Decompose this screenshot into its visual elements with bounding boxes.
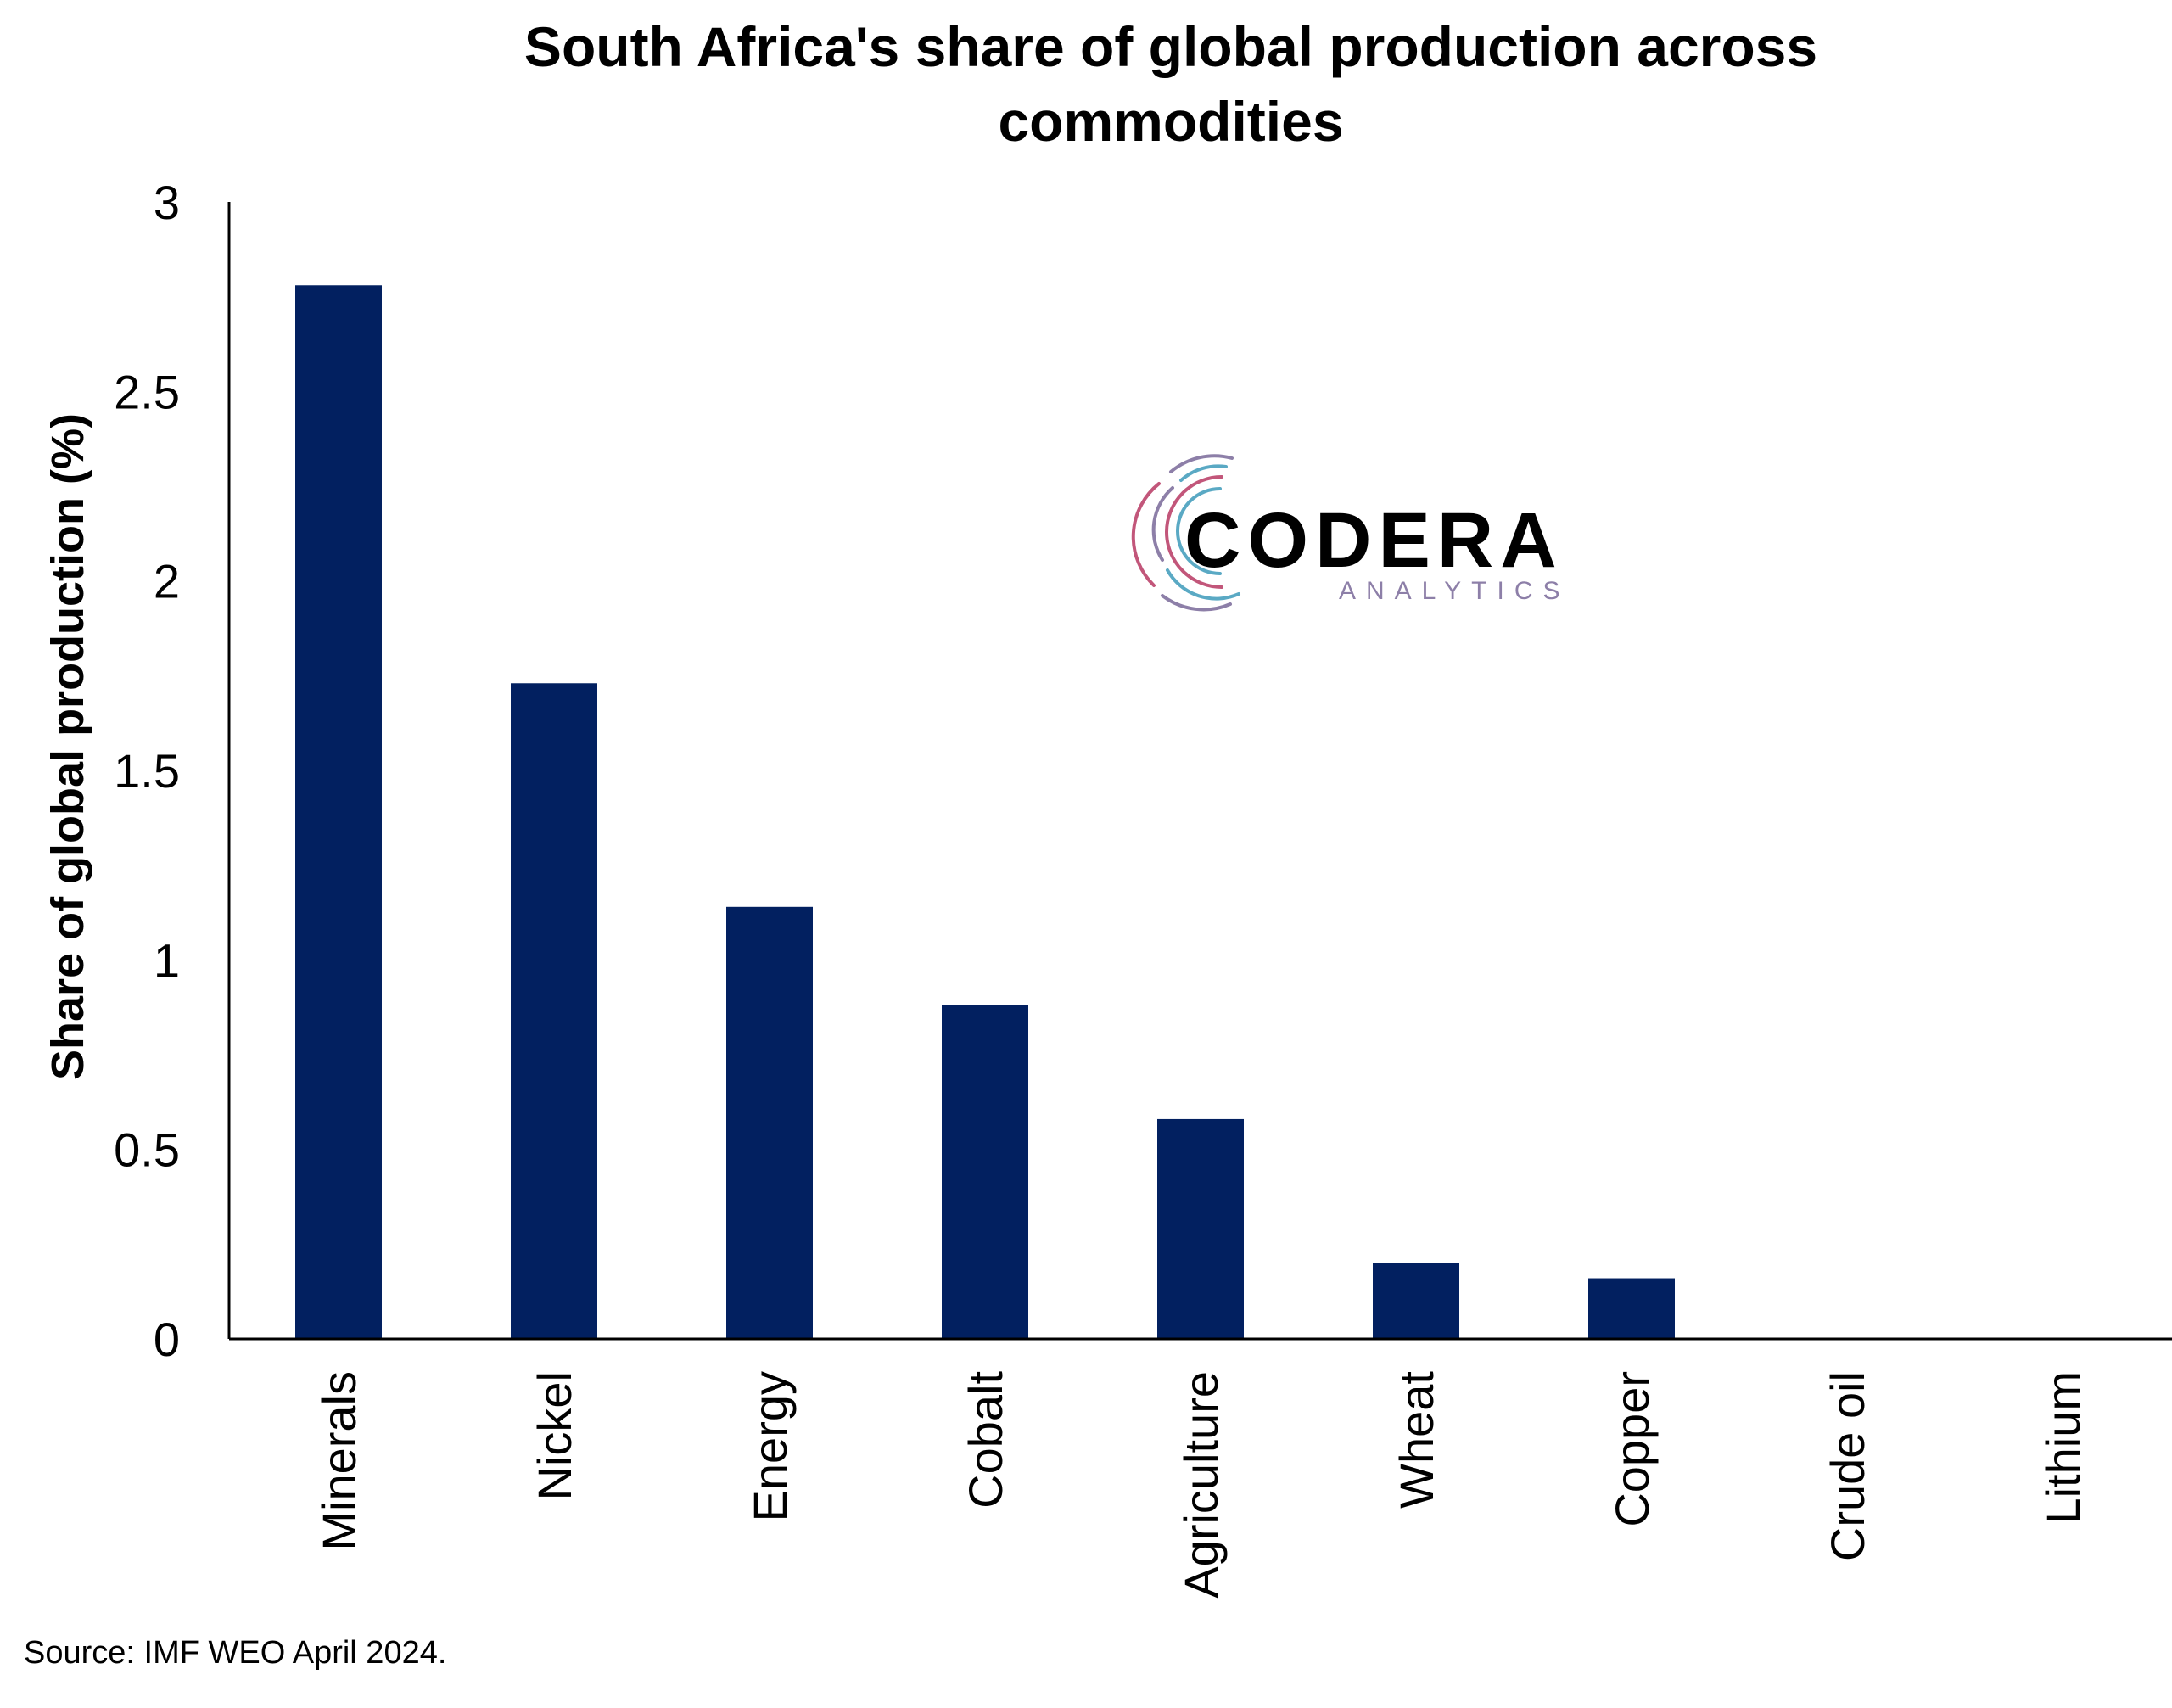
y-tick-label: 1 — [154, 933, 180, 987]
bar-series — [295, 285, 1675, 1340]
x-tick-label: Copper — [1605, 1371, 1659, 1527]
y-tick-label: 2 — [154, 555, 180, 608]
x-tick-label: Energy — [743, 1371, 797, 1521]
x-tick-label: Nickel — [528, 1371, 581, 1500]
logo-ring-icon — [1131, 454, 1240, 612]
x-tick-label: Cobalt — [959, 1371, 1012, 1509]
y-tick-label: 0.5 — [114, 1123, 180, 1177]
codera-analytics-logo: CODERA ANALYTICS — [1131, 454, 1570, 612]
y-axis-ticks: 0 0.5 1 1.5 2 2.5 3 — [114, 176, 180, 1366]
x-tick-label: Crude oil — [1821, 1371, 1874, 1561]
logo-wordmark: CODERA — [1184, 497, 1564, 584]
source-note: Source: IMF WEO April 2024. — [24, 1635, 446, 1671]
x-tick-label: Wheat — [1390, 1371, 1443, 1509]
y-tick-label: 0 — [154, 1313, 180, 1366]
x-tick-label: Minerals — [312, 1371, 366, 1551]
bar-energy — [726, 906, 813, 1339]
chart-title-line-1: South Africa's share of global productio… — [524, 15, 1817, 78]
bar-agriculture — [1157, 1118, 1244, 1339]
bar-wheat — [1373, 1263, 1459, 1339]
chart-title-line-2: commodities — [998, 90, 1343, 153]
bar-minerals — [295, 285, 382, 1340]
y-tick-label: 1.5 — [114, 744, 180, 798]
x-tick-label: Agriculture — [1174, 1371, 1228, 1599]
bar-cobalt — [942, 1005, 1028, 1339]
x-tick-label: Lithium — [2036, 1371, 2090, 1525]
y-axis-title: Share of global production (%) — [42, 413, 93, 1080]
bar-copper — [1588, 1278, 1675, 1339]
x-axis-ticks: Minerals Nickel Energy Cobalt Agriculture Whe… — [312, 1371, 2090, 1599]
logo-subtitle: ANALYTICS — [1339, 577, 1570, 605]
y-tick-label: 3 — [154, 176, 180, 229]
y-tick-label: 2.5 — [114, 365, 180, 418]
bar-nickel — [511, 683, 597, 1339]
